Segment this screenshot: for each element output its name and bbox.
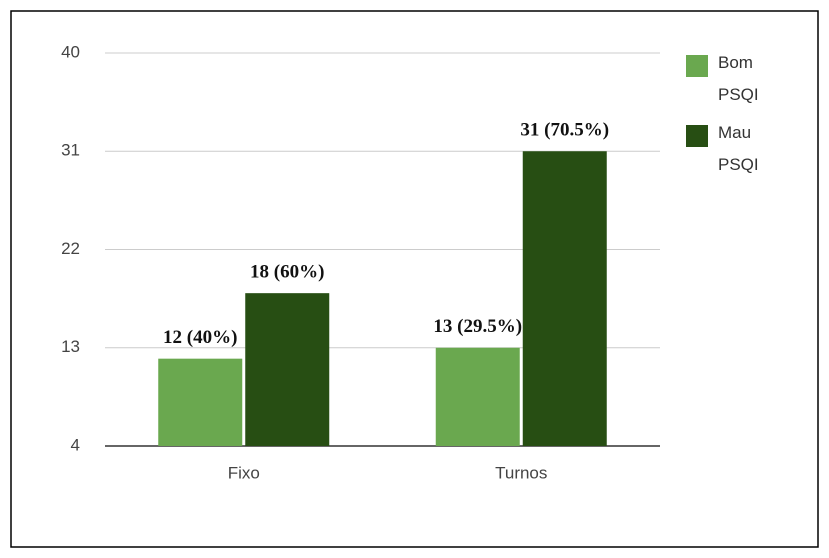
frame [10,10,819,548]
legend-label: Bom PSQI [718,53,759,104]
value-label: 13 (29.5%) [433,316,522,337]
bar [522,151,607,446]
y-tick-label: 13 [61,337,80,356]
y-tick-label: 31 [61,141,80,160]
bar [245,293,330,446]
y-tick-label: 4 [71,435,80,454]
bar [158,358,243,446]
value-label: 12 (40%) [163,327,237,348]
legend-swatch [686,55,708,77]
legend-swatch [686,125,708,147]
legend-label: Mau PSQI [718,123,759,174]
value-label: 18 (60%) [250,262,324,283]
y-tick-label: 40 [61,42,80,61]
value-label: 31 (70.5%) [520,120,609,141]
x-tick-label: Fixo [228,463,260,482]
bar [435,347,520,446]
y-tick-label: 22 [61,239,80,258]
x-tick-label: Turnos [495,463,547,482]
